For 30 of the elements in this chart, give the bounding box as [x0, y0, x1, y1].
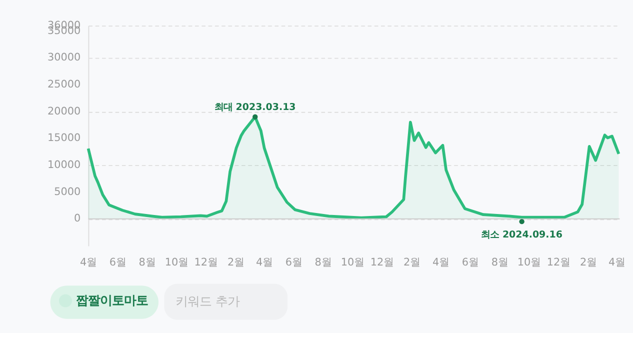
x-tick-label: 2월 — [580, 256, 597, 269]
y-tick-label: 20000 — [48, 105, 81, 118]
x-tick-label: 6월 — [285, 256, 302, 269]
x-tick-label: 12월 — [546, 256, 570, 269]
x-tick-label: 10월 — [517, 256, 541, 269]
y-tick-label: 15000 — [48, 132, 81, 144]
x-tick-label: 2월 — [228, 256, 244, 269]
x-tick-label: 4월 — [80, 256, 97, 269]
y-tick-label: 0 — [74, 212, 81, 225]
legend-label: 짭짤이토마토 — [76, 294, 148, 308]
x-tick-label: 6월 — [109, 256, 126, 269]
x-tick-label: 4월 — [432, 256, 450, 269]
text: 키워드 추가 — [176, 294, 240, 309]
y-tick-label: 10000 — [48, 159, 81, 172]
x-tick-label: 2월 — [404, 256, 420, 269]
x-tick-label: 8월 — [314, 256, 332, 269]
y-tick-label: 25000 — [48, 78, 81, 90]
x-tick-label: 12월 — [194, 256, 218, 269]
x-tick-label: 12월 — [370, 256, 394, 269]
x-tick-label: 10월 — [164, 256, 188, 269]
x-tick-label: 4월 — [608, 256, 626, 269]
y-tick-label: 5000 — [54, 186, 81, 198]
annotation: 최소 2024.09.16 — [481, 230, 563, 241]
annotation: 최대 2023.03.13 — [214, 102, 296, 114]
x-tick-label: 8월 — [138, 256, 156, 269]
x-tick-label: 8월 — [491, 256, 508, 269]
x-tick-label: 4월 — [256, 256, 273, 269]
x-tick-label: 6월 — [462, 256, 479, 269]
y-tick-label: 30000 — [48, 52, 81, 64]
x-tick-label: 10월 — [340, 256, 364, 269]
